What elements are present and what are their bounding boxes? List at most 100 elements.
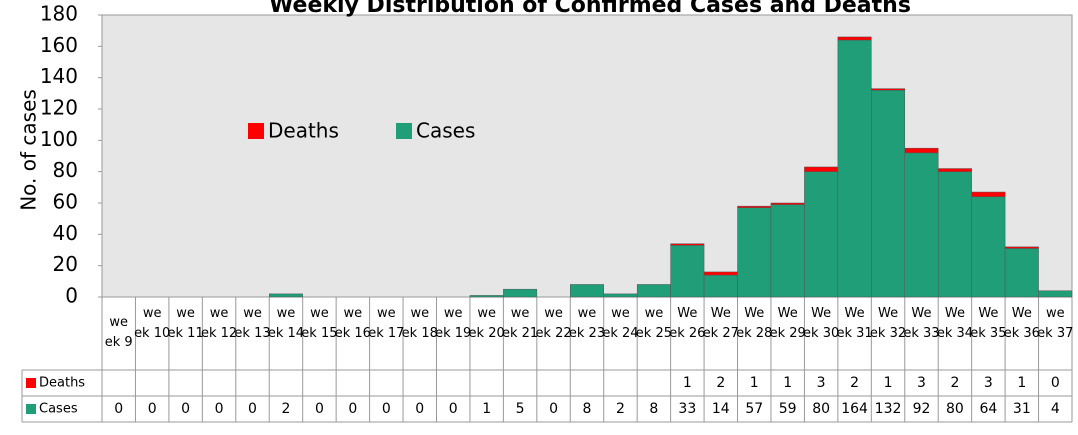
x-tick-label: we ek 12 [201,306,237,341]
table-cell: 57 [745,401,763,417]
x-tick-label: We ek 32 [870,306,906,341]
bar-segment [469,295,504,298]
table-cell: 14 [712,401,730,417]
x-tick-label: we ek 23 [569,306,605,341]
table-cell: 0 [315,401,324,417]
table-cell: 0 [148,401,157,417]
table-cell: 132 [875,401,902,417]
y-tick-label: 80 [53,158,78,182]
x-tick-label-line: ek 33 [903,326,939,341]
x-tick-label-line: We [811,306,831,321]
x-tick-label: We ek 26 [669,306,705,341]
table-cell: 2 [616,401,625,417]
x-tick-label: we ek 20 [469,306,505,341]
bar-segment [268,293,303,298]
y-tick-label: 60 [53,190,78,214]
table-cell: 2 [950,375,959,391]
x-tick-label: we ek 9 [105,315,133,350]
x-tick-label: We ek 36 [1004,306,1040,341]
x-tick-label-line: ek 35 [970,326,1006,341]
bar-segment [703,274,738,298]
chart-title: Weekly Distribution of Confirmed Cases a… [269,0,911,18]
bar-segment [1004,248,1039,298]
x-tick-label-line: ek 23 [569,326,605,341]
legend-label: Deaths [268,119,339,143]
y-tick-label: 160 [40,33,78,57]
x-tick-label: we ek 24 [602,306,638,341]
table-cell: 2 [850,375,859,391]
x-tick-label: we ek 25 [636,306,672,341]
table-cell: 92 [913,401,931,417]
x-tick-label-line: ek 10 [134,326,170,341]
table-cell: 33 [678,401,696,417]
bar-segment [904,152,939,298]
bar-segment [904,147,939,154]
x-tick-label-line: we [377,306,396,321]
y-tick-label: 20 [53,252,78,276]
x-tick-label: we ek 22 [535,306,571,341]
x-tick-label-line: ek 25 [636,326,672,341]
bar-segment [703,271,738,276]
table-cell: 8 [583,401,592,417]
table-cell: 2 [716,375,725,391]
bar-segment [804,171,839,298]
table-cell: 1 [783,375,792,391]
x-tick-label-line: We [945,306,965,321]
bar-segment [1038,290,1073,298]
table-cell: 164 [841,401,868,417]
x-tick-label-line: ek 29 [770,326,806,341]
y-tick-label: 180 [40,2,78,26]
x-tick-label-line: ek 16 [335,326,371,341]
legend-key [26,404,36,414]
x-tick-label-line: we [143,306,162,321]
bar-segment [837,36,872,41]
bar-segment [770,202,805,205]
bar-segment [737,207,772,298]
bar-segment [971,191,1006,197]
bar-segment [737,205,772,208]
x-tick-label-line: we [477,306,496,321]
x-tick-label-line: we [611,306,630,321]
x-tick-label-line: ek 28 [736,326,772,341]
x-tick-label: We ek 28 [736,306,772,341]
x-tick-label-line: ek 32 [870,326,906,341]
x-tick-label: We ek 30 [803,306,839,341]
table-cell: 8 [649,401,658,417]
x-tick-label: we ek 18 [402,306,438,341]
x-tick-label: We ek 27 [703,306,739,341]
x-tick-label-line: We [878,306,898,321]
table-cell: 0 [382,401,391,417]
x-tick-label-line: ek 20 [469,326,505,341]
x-tick-label-line: ek 14 [268,326,304,341]
bar-segment [670,243,705,246]
x-tick-label-line: ek 21 [502,326,538,341]
x-tick-label-line: We [845,306,865,321]
bar-segment [871,88,906,91]
y-tick-label: 120 [40,96,78,120]
table-cell: 59 [779,401,797,417]
x-tick-label-line: ek 17 [368,326,404,341]
y-tick-label: 0 [65,284,78,308]
x-tick-label-line: we [578,306,597,321]
x-tick-label-line: we [410,306,429,321]
x-tick-label: we ek 10 [134,306,170,341]
x-tick-label-line: We [778,306,798,321]
x-tick-label-line: We [744,306,764,321]
x-tick-label: we ek 37 [1037,306,1073,341]
table-cell: 3 [817,375,826,391]
table-cell: 3 [984,375,993,391]
legend-label: Cases [416,119,475,143]
bar-segment [503,288,538,298]
table-cell: 0 [181,401,190,417]
table-cell: 80 [812,401,830,417]
legend-key [396,123,412,139]
x-tick-label-line: we [176,306,195,321]
x-tick-label-line: we [1046,306,1065,321]
bar-segment [603,293,638,298]
x-tick-label: We ek 34 [937,306,973,341]
x-tick-label-line: we [544,306,563,321]
x-tick-label-line: ek 9 [105,335,133,350]
table-row-label: Cases [39,402,78,417]
x-tick-label-line: we [344,306,363,321]
